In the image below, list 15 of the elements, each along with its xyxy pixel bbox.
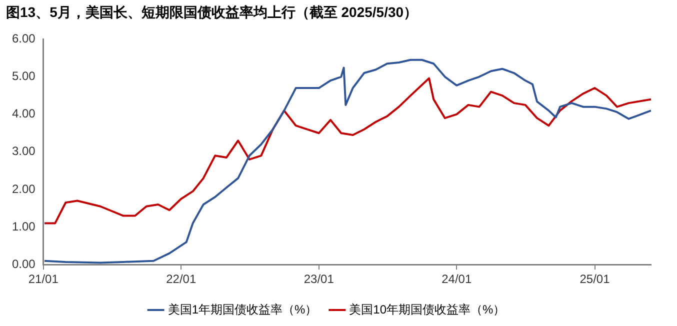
y-tick-label: 1.00 bbox=[12, 219, 36, 234]
legend-label: 美国1年期国债收益率（%） bbox=[168, 302, 318, 316]
y-tick-label: 2.00 bbox=[12, 182, 36, 196]
y-tick-label: 6.00 bbox=[12, 32, 36, 46]
x-tick-label: 23/01 bbox=[304, 272, 334, 286]
y-tick-label: 5.00 bbox=[12, 69, 36, 84]
x-tick-label: 21/01 bbox=[28, 272, 59, 286]
y-tick-label: 3.00 bbox=[12, 144, 36, 158]
legend-label: 美国10年期国债收益率（%） bbox=[349, 302, 506, 316]
y-tick-label: 4.00 bbox=[12, 106, 36, 121]
y-tick-label: 0.00 bbox=[12, 256, 36, 271]
x-tick-label: 25/01 bbox=[580, 272, 610, 286]
x-tick-label: 22/01 bbox=[166, 272, 196, 286]
chart-title: 图13、5月，美国长、短期限国债收益率均上行（截至 2025/5/30） bbox=[6, 4, 418, 22]
x-tick-label: 24/01 bbox=[442, 272, 472, 286]
